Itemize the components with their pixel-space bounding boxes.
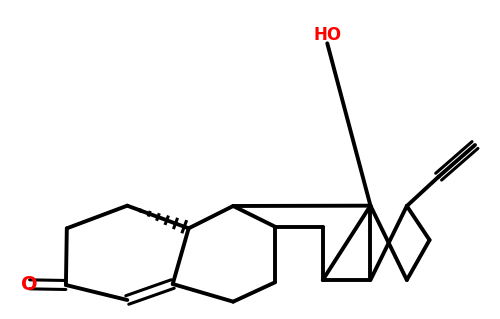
Text: HO: HO bbox=[313, 26, 342, 44]
Text: O: O bbox=[21, 275, 38, 294]
